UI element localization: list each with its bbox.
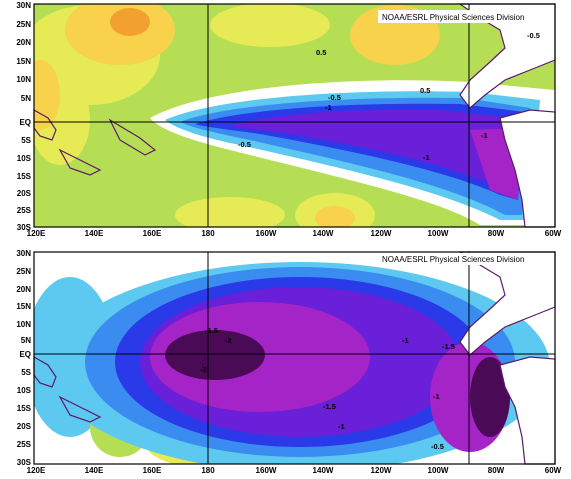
lat-label: 25N	[16, 20, 31, 29]
lat-label: 25S	[17, 206, 32, 215]
lon-label: 120W	[371, 466, 392, 474]
lon-label: 60W	[545, 466, 562, 474]
map-field-top	[34, 4, 555, 227]
lat-label: 20S	[17, 422, 32, 431]
lat-label: 5S	[21, 368, 31, 377]
lon-label: 160E	[143, 466, 162, 474]
lat-label: 10S	[17, 386, 32, 395]
lat-label: 5S	[21, 136, 31, 145]
anomaly-region	[470, 357, 510, 437]
lon-label: 120W	[371, 229, 392, 237]
contour-label: -1	[402, 336, 409, 345]
lat-label: 15N	[16, 57, 31, 66]
lon-axis-bottom: 120E 140E 160E 180 160W 140W 120W 100W 8…	[27, 466, 562, 475]
anomaly-region	[315, 206, 355, 227]
contour-label: -0.5	[328, 93, 341, 102]
lat-axis-top: 30N 25N 20N 15N 10N 5N EQ 5S 10S 15S 20S…	[16, 1, 31, 232]
lat-label: 30S	[17, 223, 32, 232]
lon-label: 160W	[256, 229, 277, 237]
coastlines-bottom	[33, 251, 556, 465]
contour-label: -1.5	[323, 402, 336, 411]
lat-label: 5N	[21, 336, 31, 345]
lon-label: 100W	[428, 229, 449, 237]
lon-label: 80W	[488, 466, 505, 474]
lat-label: EQ	[19, 118, 31, 127]
lat-label: 30S	[17, 458, 32, 467]
lat-axis-bottom: 30N 25N 20N 15N 10N 5N EQ 5S 10S 15S 20S…	[16, 249, 31, 467]
lat-label: 20N	[16, 285, 31, 294]
reference-lines-top	[34, 4, 555, 227]
contour-label: -1	[338, 422, 345, 431]
anomaly-map-top: -0.5 -1 -0.5 -1 -1 0.5 0.5 -0.5 NOAA/ESR…	[0, 0, 571, 238]
lat-label: 25S	[17, 440, 32, 449]
lon-label: 180	[201, 466, 215, 474]
anomaly-region	[210, 4, 330, 47]
contour-label: 0.5	[316, 48, 326, 57]
credit-text: NOAA/ESRL Physical Sciences Division	[382, 255, 524, 264]
contour-labels-top: -0.5 -1 -0.5 -1 -1 0.5 0.5 -0.5	[238, 31, 540, 162]
lat-label: 30N	[16, 249, 31, 258]
map-frame	[33, 3, 556, 228]
lon-label: 140W	[313, 229, 334, 237]
map-field-bottom	[34, 252, 555, 464]
contour-label: -1	[325, 103, 332, 112]
lat-label: 5N	[21, 94, 31, 103]
anomaly-region	[34, 60, 60, 130]
lat-label: 10S	[17, 154, 32, 163]
anomaly-region	[110, 8, 150, 36]
contour-label: -0.5	[238, 140, 251, 149]
lon-label: 140E	[85, 229, 104, 237]
lat-label: 20N	[16, 38, 31, 47]
lon-label: 180	[201, 229, 215, 237]
lon-label: 160E	[143, 229, 162, 237]
contour-label: -1.5	[205, 326, 218, 335]
lat-label: 10N	[16, 75, 31, 84]
lat-label: 15N	[16, 302, 31, 311]
reference-lines-bottom	[34, 252, 555, 464]
lon-axis-top: 120E 140E 160E 180 160W 140W 120W 100W 8…	[27, 229, 562, 238]
anomaly-region	[165, 330, 265, 380]
credit-box	[378, 10, 554, 23]
contour-labels-bottom: -1.5 -2 -2 -1 -1.5 -1.5 -1 -1 -0.5	[200, 326, 455, 451]
lon-label: 160W	[256, 466, 277, 474]
lon-label: 140W	[313, 466, 334, 474]
contour-label: -1	[481, 131, 488, 140]
lon-label: 60W	[545, 229, 562, 237]
contour-label: -2	[200, 365, 207, 374]
lat-label: 15S	[17, 404, 32, 413]
anomaly-region	[175, 197, 285, 227]
lon-label: 100W	[428, 466, 449, 474]
contour-label: -1	[423, 153, 430, 162]
lat-label: 20S	[17, 189, 32, 198]
contour-label: 0.5	[420, 86, 430, 95]
lat-label: EQ	[19, 350, 31, 359]
anomaly-region	[230, 109, 510, 185]
contour-label: -1.5	[442, 342, 455, 351]
anomaly-map-bottom: -1.5 -2 -2 -1 -1.5 -1.5 -1 -1 -0.5 NOAA/…	[0, 237, 571, 475]
lat-label: 25N	[16, 267, 31, 276]
lon-label: 120E	[27, 229, 46, 237]
lon-label: 140E	[85, 466, 104, 474]
contour-label: -0.5	[431, 442, 444, 451]
contour-label: -1	[433, 392, 440, 401]
lon-label: 80W	[488, 229, 505, 237]
credit-box	[378, 253, 554, 265]
credit-text: NOAA/ESRL Physical Sciences Division	[382, 13, 524, 22]
lon-label: 120E	[27, 466, 46, 474]
lat-label: 15S	[17, 172, 32, 181]
contour-label: -0.5	[527, 31, 540, 40]
map-frame	[33, 251, 556, 465]
contour-label: -2	[225, 336, 232, 345]
lat-label: 10N	[16, 320, 31, 329]
lat-label: 30N	[16, 1, 31, 10]
